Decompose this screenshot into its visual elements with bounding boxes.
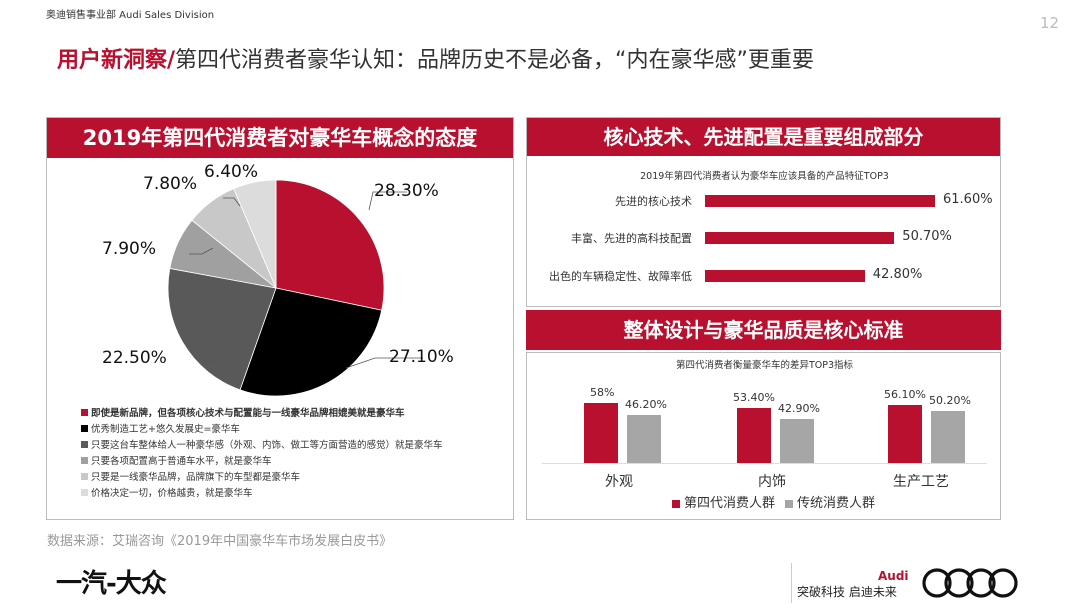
pie-slices [167,179,385,397]
legend-swatch [785,499,794,508]
category-label: 生产工艺 [893,474,949,490]
legend-label: 第四代消费人群 [684,496,776,511]
hbar-value: 42.80% [872,267,923,282]
hbar [705,195,935,207]
hbar-value: 61.60% [943,192,993,207]
pie-slice [167,267,277,391]
category-label: 内饰 [758,474,786,490]
features-panel-title: 核心技术、先进配置是重要组成部分 [527,118,1000,156]
hbar-label: 先进的核心技术 [615,195,692,208]
legend-item: 优秀制造工艺+悠久发展史=豪华车 [81,420,443,436]
legend-swatch [81,472,88,480]
leader-lines [189,191,423,369]
hbar [705,232,895,244]
pie-label-2: 22.50% [102,348,167,368]
legend-label: 传统消费人群 [797,496,876,511]
pie-panel-title: 2019年第四代消费者对豪华车概念的态度 [47,118,513,158]
legend-label: 价格决定一切，价格越贵，就是豪华车 [91,488,253,499]
vbar [584,403,618,463]
division-label: 奥迪销售事业部 Audi Sales Division [46,10,215,21]
vbar-value: 53.40% [733,390,775,404]
vbar-value: 42.90% [778,401,820,415]
legend-swatch [81,456,88,464]
category-label: 外观 [605,474,633,490]
legend-item: 只要这台车整体给人一种豪华感（外观、内饰、做工等方面营造的感觉）就是豪华车 [81,436,443,452]
hbar-row: 丰富、先进的高科技配置 50.70% [527,228,1002,248]
hbar-value: 50.70% [902,229,952,244]
vbar [888,404,922,463]
title-rest: 第四代消费者豪华认知：品牌历史不是必备，“内在豪华感”更重要 [175,48,814,73]
standards-panel-title: 整体设计与豪华品质是核心标准 [526,310,1001,350]
legend-item: 即使是新品牌，但各项核心技术与配置能与一线豪华品牌相媲美就是豪华车 [81,404,443,420]
audi-wordmark: Audi [878,569,909,583]
legend-label: 只要这台车整体给人一种豪华感（外观、内饰、做工等方面营造的感觉）就是豪华车 [91,440,443,451]
hbar-label: 丰富、先进的高科技配置 [571,232,692,245]
legend-swatch [81,424,88,432]
pie-slice [233,179,277,289]
pie-chart [167,179,423,397]
pie-label-5: 6.40% [204,162,259,182]
pie-label-0: 28.30% [374,181,439,201]
legend-swatch [672,499,680,508]
data-source: 数据来源：艾瑞咨询《2019年中国豪华车市场发展白皮书》 [47,534,393,549]
audi-rings-icon [922,568,1018,598]
divider [791,563,792,603]
legend-label: 只要是一线豪华品牌，品牌旗下的车型都是豪华车 [91,472,301,483]
pie-slice [275,179,385,311]
standards-chart-title: 第四代消费者衡量豪华车的差异TOP3指标 [675,360,854,371]
legend-swatch [81,488,88,496]
hbar-row: 出色的车辆稳定性、故障率低 42.80% [527,266,1002,286]
legend-label: 优秀制造工艺+悠久发展史=豪华车 [91,424,240,435]
vbar-value: 58% [590,386,615,399]
page-number: 12 [1040,14,1060,32]
slogan: 突破科技 启迪未来 [797,585,897,599]
page-title: 用户新洞察/第四代消费者豪华认知：品牌历史不是必备，“内在豪华感”更重要 [57,42,814,74]
vbar [931,411,965,463]
pie-label-1: 27.10% [389,347,454,367]
vbar-value: 46.20% [625,398,667,412]
legend-item: 只要各项配置高于普通车水平，就是豪华车 [81,452,443,468]
legend-swatch [81,408,88,416]
vbar [627,415,661,463]
vbar-plot-area: 58% 46.20% 53.40% 42.90% 56.10% 50.20% [542,383,987,464]
hbar-label: 出色的车辆稳定性、故障率低 [549,270,692,283]
vbar-value: 56.10% [884,387,926,401]
title-accent: 用户新洞察/ [57,48,176,73]
features-chart-title: 2019年第四代消费者认为豪华车应该具备的产品特征TOP3 [640,171,889,182]
vbar-legend: 第四代消费人群 传统消费人群 [672,492,875,511]
pie-slice [239,287,383,397]
legend-label: 只要各项配置高于普通车水平，就是豪华车 [91,456,272,467]
vbar [780,418,814,463]
legend-swatch [81,440,88,448]
pie-panel: 2019年第四代消费者对豪华车概念的态度 28.30% 27.10% 22.50… [46,117,514,520]
standards-panel: 第四代消费者衡量豪华车的差异TOP3指标 58% 46.20% 53.40% 42.9… [526,352,1001,520]
features-panel: 核心技术、先进配置是重要组成部分 2019年第四代消费者认为豪华车应该具备的产品… [526,117,1001,307]
hbar-row: 先进的核心技术 61.60% [527,191,1002,211]
vbar-value: 50.20% [929,394,971,408]
hbar [705,270,865,282]
vbar [737,407,771,463]
faw-vw-logo: 一汽-大众 [56,569,167,599]
legend-item: 价格决定一切，价格越贵，就是豪华车 [81,484,443,500]
legend-label: 即使是新品牌，但各项核心技术与配置能与一线豪华品牌相媲美就是豪华车 [91,408,405,419]
legend-item: 只要是一线豪华品牌，品牌旗下的车型都是豪华车 [81,468,443,484]
pie-legend: 即使是新品牌，但各项核心技术与配置能与一线豪华品牌相媲美就是豪华车 优秀制造工艺… [81,404,443,500]
pie-label-4: 7.80% [143,174,198,194]
pie-label-3: 7.90% [102,239,157,259]
